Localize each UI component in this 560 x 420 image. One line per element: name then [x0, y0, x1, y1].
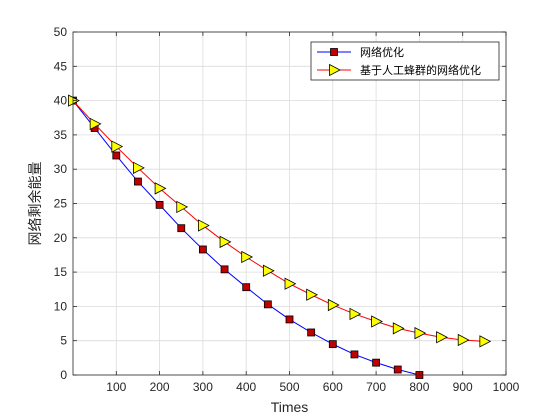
series-2-point — [414, 326, 427, 340]
series-2-point — [392, 322, 405, 335]
series-layer — [68, 94, 492, 379]
x-tick-label: 700 — [366, 380, 386, 394]
legend-marker-point — [330, 48, 338, 56]
series-2-point — [371, 315, 383, 328]
series-2-point — [154, 182, 167, 195]
series-2-point — [241, 250, 254, 264]
series-1-point — [285, 315, 294, 324]
x-axis-label: Times — [271, 399, 309, 415]
series-1-point — [242, 283, 251, 292]
y-tick-label: 10 — [54, 299, 68, 313]
y-tick-label: 0 — [60, 368, 67, 382]
legend-entry-series-2: 基于人工蜂群的网络优化 — [360, 63, 481, 77]
series-2-point — [306, 288, 319, 301]
series-1-point — [372, 358, 381, 367]
series-2-point — [133, 161, 145, 174]
x-tick-label: 900 — [453, 380, 473, 394]
series-2-point — [479, 335, 492, 348]
legend-marker-point — [329, 63, 341, 77]
y-tick-label: 50 — [54, 25, 68, 39]
legend-entry-series-1: 网络优化 — [360, 45, 404, 59]
y-axis-label: 网络剩余能量 — [27, 162, 43, 246]
x-tick-label: 100 — [106, 380, 126, 394]
series-2-point — [197, 219, 210, 232]
series-2 — [68, 94, 492, 348]
legend-marker-series-2 — [329, 63, 341, 77]
series-1-point — [393, 365, 402, 374]
series-1-point — [134, 177, 142, 186]
x-tick-label: 500 — [279, 380, 299, 394]
x-tick-label: 300 — [193, 380, 213, 394]
x-tick-label: 1000 — [493, 380, 520, 394]
series-1-point — [112, 151, 121, 160]
series-2-point — [349, 307, 362, 321]
y-tick-label: 45 — [54, 59, 68, 73]
series-2-point — [176, 200, 189, 214]
series-1-point — [350, 350, 359, 359]
series-2-point — [219, 235, 232, 249]
y-tick-label: 30 — [54, 162, 68, 176]
series-2-point — [284, 277, 297, 290]
series-1-point — [198, 245, 207, 254]
series-1-point — [177, 224, 186, 233]
y-tick-label: 15 — [54, 265, 68, 279]
series-2-point — [111, 140, 124, 153]
series-1-point — [220, 265, 229, 274]
x-tick-label: 800 — [409, 380, 429, 394]
series-1-point — [155, 200, 164, 209]
y-tick-label: 35 — [54, 128, 68, 142]
series-1-point — [307, 328, 316, 337]
y-tick-label: 5 — [60, 334, 67, 348]
legend-marker-series-1 — [330, 48, 338, 56]
legend-box — [310, 41, 500, 81]
series-2-point — [262, 264, 275, 277]
series-2-point — [436, 331, 448, 344]
series-2-point — [457, 333, 470, 347]
series-1-point — [328, 340, 337, 349]
axis-ticks: 0 5 10 15 20 25 30 35 40 45 50 100 200 300 400 500 600 70… — [54, 25, 520, 394]
series-1-point — [263, 300, 272, 309]
series-2-point — [89, 117, 102, 131]
y-tick-label: 20 — [54, 231, 68, 245]
x-tick-label: 600 — [323, 380, 343, 394]
y-tick-label: 25 — [54, 197, 68, 211]
x-tick-label: 400 — [236, 380, 256, 394]
legend: 网络优化 基于人工蜂群的网络优化 — [310, 41, 500, 81]
series-2-point — [327, 298, 340, 312]
series-1 — [69, 96, 424, 379]
x-tick-label: 200 — [150, 380, 170, 394]
y-tick-label: 40 — [54, 94, 68, 108]
